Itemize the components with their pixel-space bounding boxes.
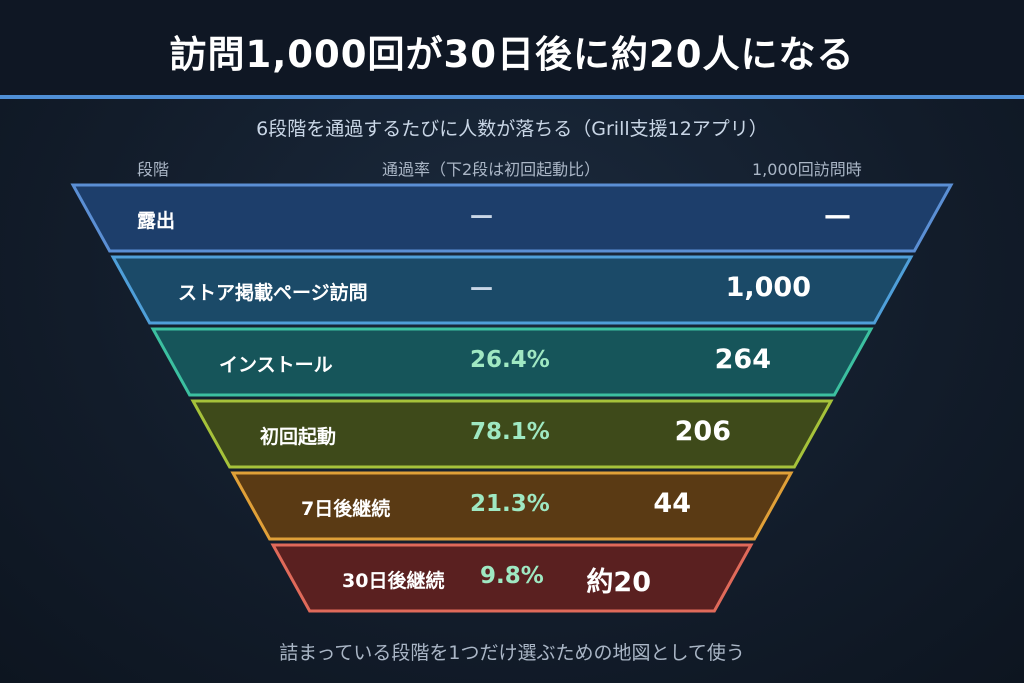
stage-pass-rate: 26.4% xyxy=(470,347,550,373)
stage-count: 264 xyxy=(714,344,771,375)
column-header-count: 1,000回訪問時 xyxy=(752,160,862,179)
stage-count: 44 xyxy=(653,488,691,519)
stage-label: 露出 xyxy=(137,210,176,232)
stage-pass-rate: — xyxy=(470,203,493,229)
header-bar xyxy=(0,0,1024,96)
funnel-band-5 xyxy=(230,471,794,541)
funnel-band-3 xyxy=(150,327,874,397)
funnel-band-2 xyxy=(110,255,914,325)
funnel-band-1 xyxy=(70,183,954,253)
stage-label: 30日後継続 xyxy=(342,570,445,592)
footer-note: 詰まっている段階を1つだけ選ぶための地図として使う xyxy=(279,642,745,664)
subtitle: 6段階を通過するたびに人数が落ちる（Grill支援12アプリ） xyxy=(256,118,768,140)
funnel-band-6 xyxy=(270,543,754,613)
stage-count: 206 xyxy=(674,416,731,447)
header-divider xyxy=(0,95,1024,99)
stage-label: 7日後継続 xyxy=(301,498,391,520)
page-title: 訪問1,000回が30日後に約20人になる xyxy=(169,33,855,76)
stage-count: 1,000 xyxy=(725,272,811,303)
funnel-band-4 xyxy=(190,399,834,469)
stage-pass-rate: 9.8% xyxy=(480,563,544,589)
stage-label: 初回起動 xyxy=(260,426,337,448)
stage-count: — xyxy=(824,200,851,231)
stage-label: ストア掲載ページ訪問 xyxy=(178,282,368,304)
column-header-stage: 段階 xyxy=(137,160,170,179)
stage-pass-rate: — xyxy=(470,275,493,301)
stage-label: インストール xyxy=(219,354,333,376)
column-header-rate: 通過率（下2段は初回起動比） xyxy=(382,160,601,179)
stage-pass-rate: 21.3% xyxy=(470,491,550,517)
stage-pass-rate: 78.1% xyxy=(470,419,550,445)
stage-count: 約20 xyxy=(586,567,651,598)
